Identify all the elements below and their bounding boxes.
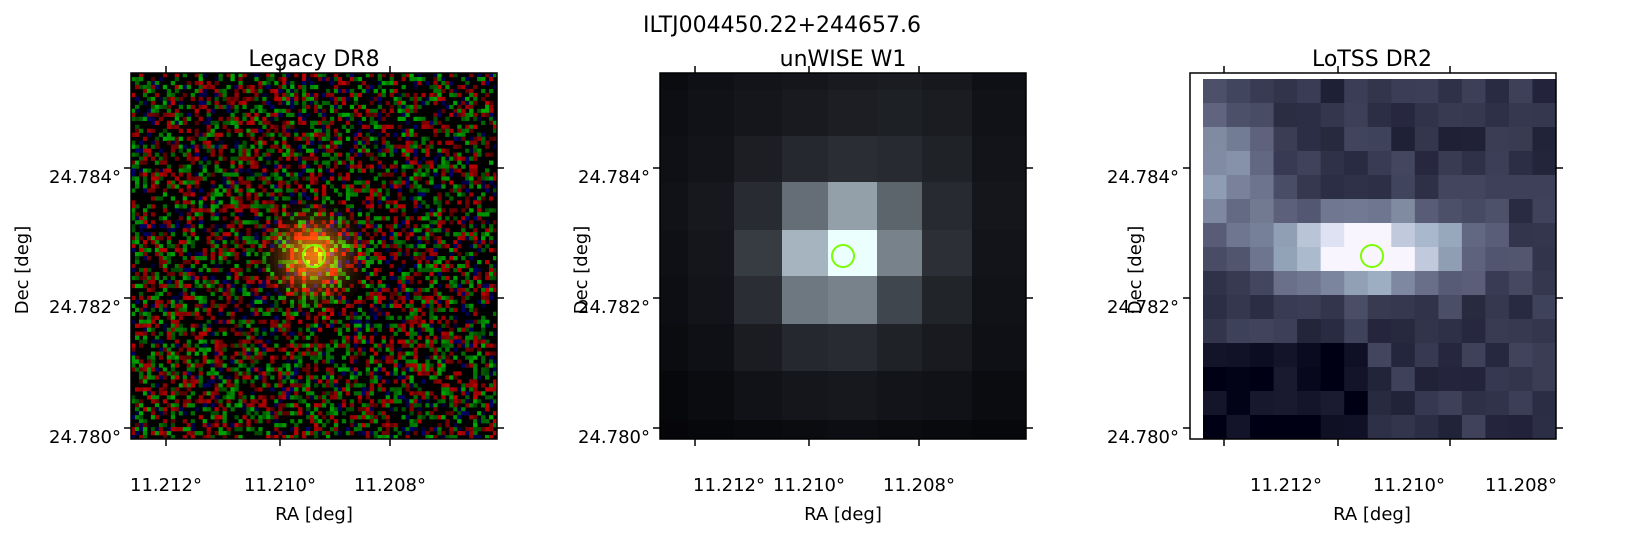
axes-legacy (124, 66, 504, 446)
axes-lotss (1183, 66, 1563, 446)
ytick-label: 24.782° (578, 297, 650, 318)
x-axis-label: RA [deg] (804, 504, 882, 525)
xtick-label: 11.210° (244, 475, 316, 496)
y-axis-label: Dec [deg] (12, 226, 33, 315)
panel-legacy: Legacy DR8 11.212° 11.210° 11.208° 24.78… (12, 47, 504, 525)
panel-lotss: LoTSS DR2 11.212° 11.210° 11.208° 24.784… (1107, 47, 1563, 525)
ytick-label: 24.782° (49, 297, 121, 318)
source-marker (831, 244, 855, 268)
ytick-label: 24.780° (1107, 427, 1179, 448)
ytick-label: 24.782° (1107, 297, 1179, 318)
xtick-label: 11.208° (883, 475, 955, 496)
panel-title-legacy: Legacy DR8 (248, 47, 379, 72)
y-axis-label: Dec [deg] (571, 226, 592, 315)
y-axis-label: Dec [deg] (1125, 226, 1146, 315)
panel-unwise: unWISE W1 11.212° 11.210° 11.208° 24.784… (571, 47, 1033, 525)
panel-title-lotss: LoTSS DR2 (1312, 47, 1432, 72)
image-legacy (131, 73, 498, 440)
ytick-label: 24.780° (49, 427, 121, 448)
xtick-label: 11.212° (1250, 475, 1322, 496)
xtick-label: 11.208° (1485, 475, 1557, 496)
image-unwise (660, 73, 1027, 440)
x-axis-label: RA [deg] (1333, 504, 1411, 525)
panel-title-unwise: unWISE W1 (780, 47, 907, 72)
axes-unwise (653, 66, 1033, 446)
xtick-label: 11.210° (1373, 475, 1445, 496)
xtick-label: 11.208° (354, 475, 426, 496)
xtick-label: 11.212° (130, 475, 202, 496)
x-axis-label: RA [deg] (275, 504, 353, 525)
source-marker (302, 244, 326, 268)
ytick-label: 24.784° (1107, 167, 1179, 188)
ytick-label: 24.784° (49, 167, 121, 188)
xtick-label: 11.212° (693, 475, 765, 496)
source-marker (1360, 244, 1384, 268)
xtick-label: 11.210° (773, 475, 845, 496)
ytick-label: 24.780° (578, 427, 650, 448)
ytick-label: 24.784° (578, 167, 650, 188)
image-lotss (1190, 73, 1557, 440)
figure-title: ILTJ004450.22+244657.6 (643, 13, 921, 38)
